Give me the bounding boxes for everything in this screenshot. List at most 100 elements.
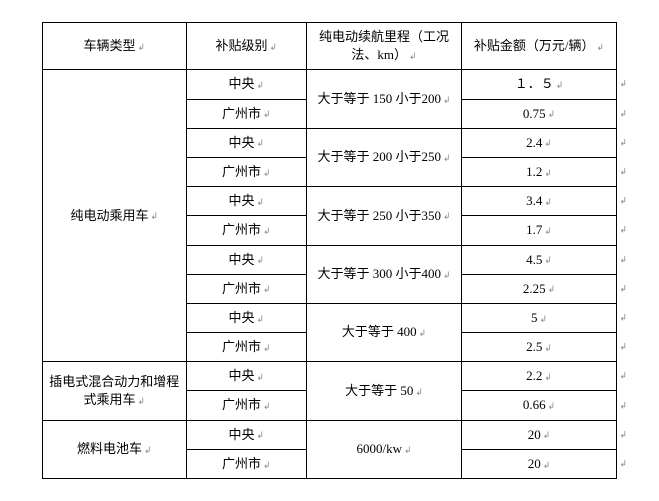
return-mark-icon: ↲ [544, 168, 552, 178]
side-mark-icon: ↲ [619, 166, 627, 179]
return-mark-icon: ↲ [543, 460, 551, 470]
level-cell: 中央↲ [186, 420, 307, 449]
return-mark-icon: ↲ [257, 430, 265, 440]
return-mark-icon: ↲ [263, 401, 271, 411]
return-mark-icon: ↲ [415, 387, 423, 397]
side-mark-icon: ↲ [619, 458, 627, 471]
amount-cell: 3.4↲↲ [462, 187, 617, 216]
amount-cell: 2.5↲↲ [462, 333, 617, 362]
return-mark-icon: ↲ [263, 168, 271, 178]
side-mark-icon: ↲ [619, 399, 627, 412]
header-vehicle-type: 车辆类型↲ [43, 23, 187, 70]
amount-cell: 5↲↲ [462, 303, 617, 332]
level-cell: 中央↲ [186, 362, 307, 391]
level-cell: 广州市↲ [186, 99, 307, 128]
return-mark-icon: ↲ [263, 226, 271, 236]
return-mark-icon: ↲ [548, 109, 556, 119]
range-cell: 大于等于 200 小于250↲ [307, 128, 462, 186]
level-cell: 广州市↲ [186, 333, 307, 362]
amount-cell: 2.4↲↲ [462, 128, 617, 157]
range-cell: 大于等于 50↲ [307, 362, 462, 420]
level-cell: 广州市↲ [186, 157, 307, 186]
return-mark-icon: ↲ [556, 80, 564, 90]
level-cell: 广州市↲ [186, 274, 307, 303]
amount-cell: 4.5↲↲ [462, 245, 617, 274]
return-mark-icon: ↲ [419, 328, 427, 338]
range-cell: 大于等于 250 小于350↲ [307, 187, 462, 245]
side-mark-icon: ↲ [619, 341, 627, 354]
range-cell: 6000/kw↲ [307, 420, 462, 478]
side-mark-icon: ↲ [619, 253, 627, 266]
return-mark-icon: ↲ [263, 109, 271, 119]
table-row: 燃料电池车↲ 中央↲ 6000/kw↲ 20↲↲ [43, 420, 617, 449]
return-mark-icon: ↲ [544, 255, 552, 265]
side-mark-icon: ↲ [619, 78, 627, 91]
return-mark-icon: ↲ [443, 153, 451, 163]
header-amount: 补贴金额（万元/辆）↲ [462, 23, 617, 70]
return-mark-icon: ↲ [257, 372, 265, 382]
return-mark-icon: ↲ [548, 401, 556, 411]
amount-cell: 20↲↲ [462, 420, 617, 449]
return-mark-icon: ↲ [137, 42, 145, 52]
return-mark-icon: ↲ [257, 314, 265, 324]
return-mark-icon: ↲ [409, 51, 417, 61]
side-mark-icon: ↲ [619, 137, 627, 150]
return-mark-icon: ↲ [443, 95, 451, 105]
return-mark-icon: ↲ [144, 445, 152, 455]
amount-cell: 1.7↲↲ [462, 216, 617, 245]
return-mark-icon: ↲ [544, 197, 552, 207]
return-mark-icon: ↲ [544, 372, 552, 382]
amount-cell: 2.25↲↲ [462, 274, 617, 303]
return-mark-icon: ↲ [257, 197, 265, 207]
amount-cell: 0.75↲↲ [462, 99, 617, 128]
amount-cell: 1.2↲↲ [462, 157, 617, 186]
side-mark-icon: ↲ [619, 428, 627, 441]
return-mark-icon: ↲ [597, 42, 605, 52]
level-cell: 中央↲ [186, 70, 307, 99]
header-subsidy-level: 补贴级别↲ [186, 23, 307, 70]
amount-cell: 20↲↲ [462, 449, 617, 478]
subsidy-table: 车辆类型↲ 补贴级别↲ 纯电动续航里程（工况法、km）↲ 补贴金额（万元/辆）↲… [42, 22, 617, 479]
return-mark-icon: ↲ [543, 430, 551, 440]
range-cell: 大于等于 150 小于200↲ [307, 70, 462, 128]
return-mark-icon: ↲ [263, 343, 271, 353]
level-cell: 广州市↲ [186, 391, 307, 420]
return-mark-icon: ↲ [263, 460, 271, 470]
return-mark-icon: ↲ [150, 211, 158, 221]
header-row: 车辆类型↲ 补贴级别↲ 纯电动续航里程（工况法、km）↲ 补贴金额（万元/辆）↲ [43, 23, 617, 70]
return-mark-icon: ↲ [257, 80, 265, 90]
side-mark-icon: ↲ [619, 282, 627, 295]
table-row: 插电式混合动力和增程式乘用车↲ 中央↲ 大于等于 50↲ 2.2↲↲ [43, 362, 617, 391]
range-cell: 大于等于 300 小于400↲ [307, 245, 462, 303]
side-mark-icon: ↲ [619, 195, 627, 208]
return-mark-icon: ↲ [404, 445, 412, 455]
return-mark-icon: ↲ [539, 314, 547, 324]
table-row: 纯电动乘用车↲ 中央↲ 大于等于 150 小于200↲ １．５↲↲ [43, 70, 617, 99]
amount-cell: 2.2↲↲ [462, 362, 617, 391]
vehicle-type-cell: 插电式混合动力和增程式乘用车↲ [43, 362, 187, 420]
return-mark-icon: ↲ [137, 396, 145, 406]
return-mark-icon: ↲ [263, 284, 271, 294]
level-cell: 中央↲ [186, 303, 307, 332]
return-mark-icon: ↲ [270, 42, 278, 52]
vehicle-type-cell: 燃料电池车↲ [43, 420, 187, 478]
return-mark-icon: ↲ [548, 284, 556, 294]
side-mark-icon: ↲ [619, 107, 627, 120]
level-cell: 中央↲ [186, 187, 307, 216]
return-mark-icon: ↲ [257, 255, 265, 265]
return-mark-icon: ↲ [544, 226, 552, 236]
return-mark-icon: ↲ [544, 138, 552, 148]
return-mark-icon: ↲ [443, 211, 451, 221]
side-mark-icon: ↲ [619, 224, 627, 237]
amount-cell: １．５↲↲ [462, 70, 617, 99]
side-mark-icon: ↲ [619, 312, 627, 325]
level-cell: 广州市↲ [186, 449, 307, 478]
level-cell: 中央↲ [186, 245, 307, 274]
level-cell: 中央↲ [186, 128, 307, 157]
vehicle-type-cell: 纯电动乘用车↲ [43, 70, 187, 362]
return-mark-icon: ↲ [443, 270, 451, 280]
return-mark-icon: ↲ [544, 343, 552, 353]
side-mark-icon: ↲ [619, 370, 627, 383]
return-mark-icon: ↲ [257, 138, 265, 148]
level-cell: 广州市↲ [186, 216, 307, 245]
